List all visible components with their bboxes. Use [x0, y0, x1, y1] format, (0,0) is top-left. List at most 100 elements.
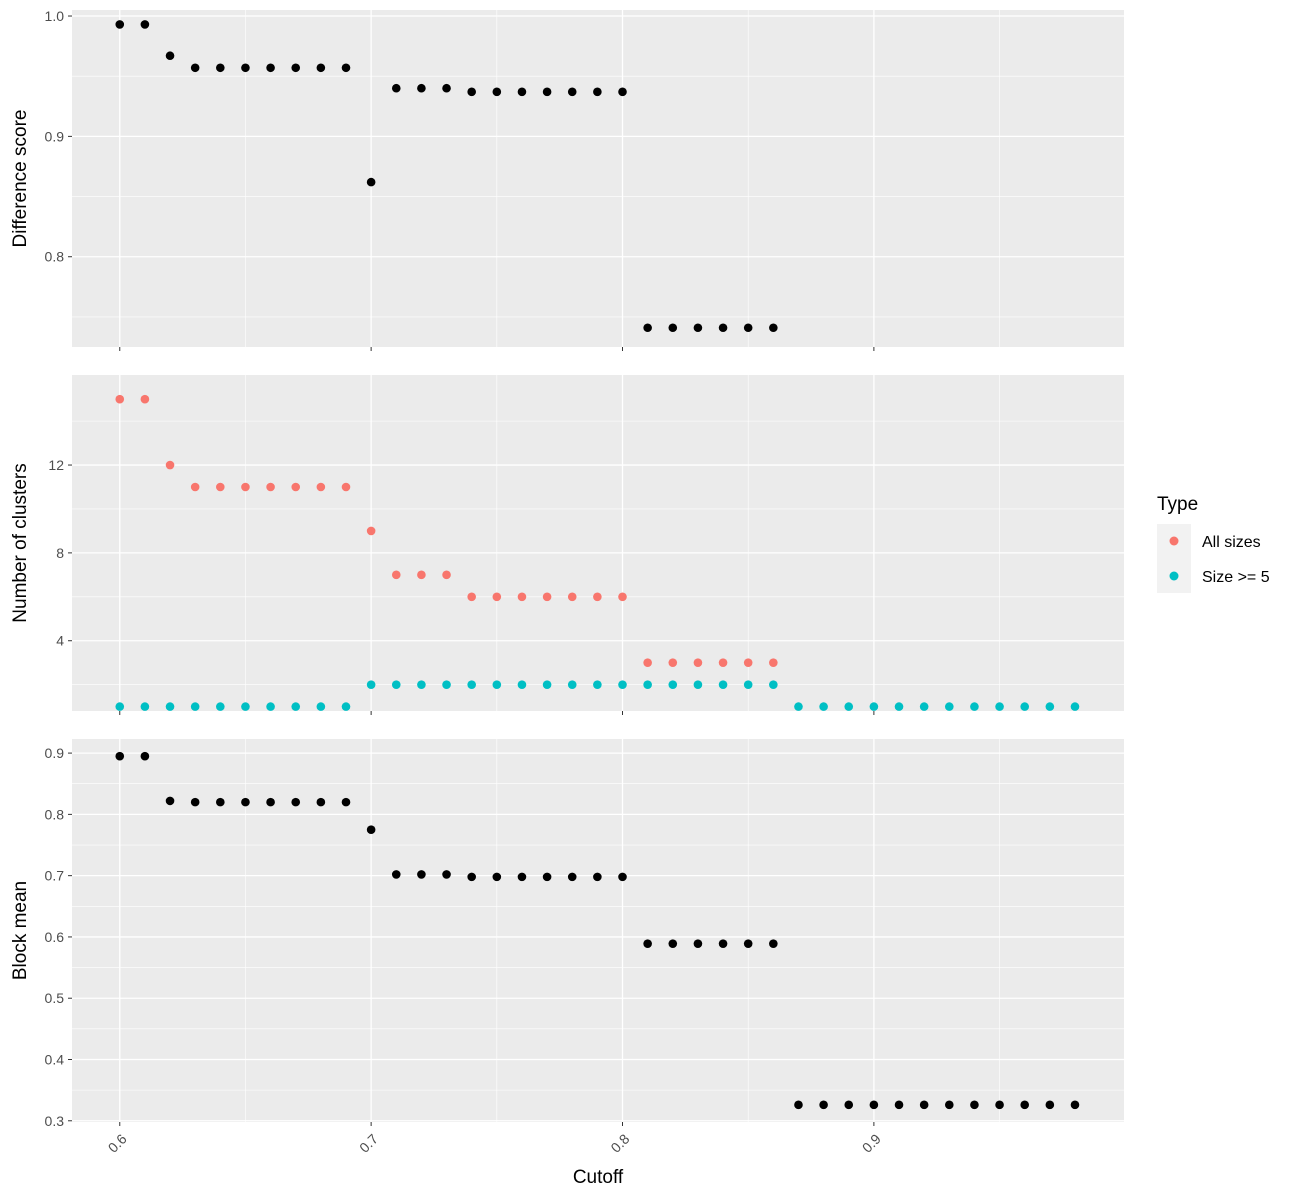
- panel-number-of-clusters: 4 8 12 Number of clusters: [10, 375, 1124, 715]
- data-point: [919, 1100, 929, 1110]
- x-tick-label: 0.7: [356, 1131, 381, 1156]
- point-size-5: [165, 702, 175, 711]
- point-size-5: [140, 702, 150, 711]
- data-point: [718, 323, 728, 333]
- point-size-5: [316, 702, 326, 711]
- point-size-5: [542, 680, 552, 689]
- data-point: [492, 872, 502, 882]
- data-point: [216, 63, 225, 73]
- y-tick-label: 0.4: [45, 1051, 65, 1067]
- point-size-5: [442, 680, 451, 689]
- point-size-5: [819, 702, 828, 711]
- point-all-sizes: [517, 592, 527, 602]
- x-tick-label: 0.8: [607, 1131, 632, 1156]
- point-size-5: [216, 702, 225, 711]
- point-size-5: [567, 680, 577, 689]
- y-tick-label: 0.9: [45, 128, 65, 144]
- y-tick-label: 0.5: [45, 990, 65, 1006]
- point-size-5: [844, 702, 854, 711]
- data-point: [291, 797, 301, 807]
- data-point: [593, 87, 602, 97]
- data-point: [819, 1100, 828, 1110]
- y-tick-label: 0.7: [45, 868, 65, 884]
- point-size-5: [743, 680, 753, 689]
- point-size-5: [241, 702, 250, 711]
- point-size-5: [668, 680, 678, 689]
- data-point: [517, 87, 527, 97]
- point-size-5: [643, 680, 652, 689]
- point-all-sizes: [216, 482, 225, 492]
- data-point: [618, 872, 627, 882]
- data-point: [1070, 1100, 1080, 1110]
- point-all-sizes: [140, 394, 150, 404]
- data-point: [241, 63, 250, 73]
- y-tick-label: 0.8: [45, 249, 65, 265]
- data-point: [291, 63, 301, 73]
- data-point: [542, 872, 552, 882]
- data-point: [316, 797, 326, 807]
- panel-background: [72, 739, 1124, 1122]
- point-size-5: [970, 702, 979, 711]
- data-point: [366, 825, 376, 834]
- data-point: [894, 1100, 904, 1110]
- point-all-sizes: [291, 482, 301, 492]
- data-point: [1020, 1100, 1030, 1110]
- data-point: [165, 796, 175, 806]
- point-size-5: [794, 702, 803, 711]
- data-point: [668, 939, 678, 948]
- y-tick-label: 0.3: [45, 1113, 65, 1129]
- point-all-sizes: [567, 592, 577, 602]
- data-point: [743, 323, 753, 333]
- point-all-sizes: [417, 570, 426, 580]
- legend-title: Type: [1157, 494, 1198, 515]
- data-point: [1045, 1100, 1055, 1110]
- data-point: [417, 83, 426, 93]
- point-all-sizes: [769, 658, 778, 667]
- point-size-5: [1070, 702, 1080, 711]
- point-size-5: [190, 702, 200, 711]
- chart-panels: 0.8 0.9 1.0 Difference score 4 8 12 Number of c…: [10, 8, 1124, 1156]
- data-point: [593, 872, 602, 882]
- point-all-sizes: [266, 482, 275, 492]
- legend-key-size-ge-5: [1169, 571, 1179, 581]
- data-point: [517, 872, 527, 882]
- point-all-sizes: [668, 658, 678, 667]
- point-all-sizes: [341, 482, 351, 492]
- panel-block-mean: 0.3 0.4 0.5 0.6 0.7 0.8 0.9 0.6 0.7 0.8 0.9 Block m…: [10, 739, 1124, 1156]
- data-point: [391, 870, 401, 879]
- y-tick-label: 12: [48, 457, 64, 473]
- data-point: [643, 323, 652, 333]
- data-point: [165, 51, 175, 61]
- point-size-5: [492, 680, 502, 689]
- point-size-5: [115, 702, 125, 711]
- data-point: [417, 870, 426, 879]
- data-point: [869, 1100, 879, 1110]
- data-point: [769, 323, 778, 333]
- data-point: [643, 939, 652, 948]
- data-point: [316, 63, 326, 73]
- data-point: [190, 63, 200, 73]
- legend-label-size-ge-5: Size >= 5: [1202, 569, 1270, 586]
- data-point: [391, 83, 401, 93]
- panel-background: [72, 10, 1124, 347]
- point-all-sizes: [467, 592, 476, 602]
- data-point: [944, 1100, 954, 1110]
- data-point: [266, 63, 275, 73]
- y-axis-title: Difference score: [10, 110, 31, 248]
- legend: Type All sizes Size >= 5: [1157, 494, 1270, 593]
- y-tick-label: 0.6: [45, 929, 65, 945]
- data-point: [467, 872, 476, 882]
- panel-difference-score: 0.8 0.9 1.0 Difference score: [10, 8, 1124, 351]
- data-point: [341, 797, 351, 807]
- y-tick-label: 8: [56, 545, 64, 561]
- data-point: [718, 939, 728, 948]
- y-axis-title: Block mean: [10, 881, 31, 980]
- point-size-5: [291, 702, 301, 711]
- point-size-5: [467, 680, 476, 689]
- point-all-sizes: [241, 482, 250, 492]
- point-size-5: [266, 702, 275, 711]
- point-all-sizes: [743, 658, 753, 667]
- point-all-sizes: [115, 394, 125, 404]
- data-point: [266, 797, 275, 807]
- point-size-5: [919, 702, 929, 711]
